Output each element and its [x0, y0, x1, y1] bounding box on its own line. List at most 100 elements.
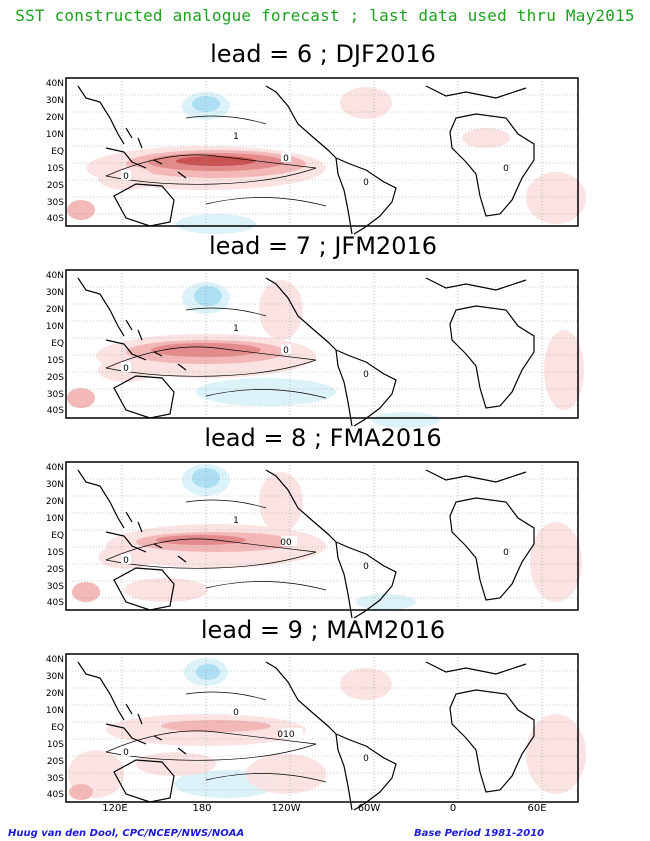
lon-tick-label: 60E: [527, 803, 547, 814]
contour-label: 0: [283, 346, 289, 356]
contour-line: [185, 115, 267, 125]
anomaly-region: [136, 752, 216, 776]
anomaly-region: [259, 280, 303, 340]
lat-tick-label: 40S: [46, 406, 64, 416]
anomaly-region: [356, 594, 416, 610]
anomaly-region: [69, 784, 93, 800]
anomaly-region: [176, 156, 256, 166]
coastline: [335, 349, 397, 427]
coastline: [335, 349, 353, 427]
contour-line: [185, 499, 267, 509]
contour-label-bg: [281, 152, 291, 162]
anomaly-region: [151, 343, 261, 357]
lat-tick-label: 30S: [46, 774, 64, 784]
coastline: [137, 329, 143, 341]
coastline: [77, 661, 125, 721]
contour-label-bg: [361, 560, 371, 570]
lat-tick-label: 30N: [45, 288, 64, 298]
coastline: [137, 137, 143, 149]
coastline: [113, 759, 175, 803]
coastline: [335, 733, 353, 811]
contour-label-bg: [121, 170, 131, 180]
contour-label-bg: [231, 514, 241, 524]
lat-tick-label: 40S: [46, 214, 64, 224]
lat-tick-label: 30N: [45, 96, 64, 106]
contour-label: 010: [277, 730, 294, 740]
lat-tick-label: 20N: [45, 113, 64, 123]
lat-tick-label: 30N: [45, 672, 64, 682]
lat-tick-label: EQ: [51, 531, 64, 541]
lat-tick-label: 40S: [46, 790, 64, 800]
contour-label-bg: [501, 162, 511, 172]
contour-label: 0: [283, 154, 289, 164]
contour-label: 0: [363, 754, 369, 764]
coastline: [153, 543, 163, 549]
lat-tick-label: 40N: [45, 655, 64, 665]
lat-tick-label: 10S: [46, 356, 64, 366]
lat-tick-label: 40N: [45, 79, 64, 89]
lat-tick-label: 20N: [45, 689, 64, 699]
lat-tick-label: 10S: [46, 548, 64, 558]
contour-label: 0: [503, 548, 509, 558]
anomaly-region: [526, 714, 586, 794]
contour-line: [185, 691, 267, 701]
contour-label-bg: [281, 344, 291, 354]
coastline: [113, 183, 175, 227]
contour-line: [105, 538, 317, 569]
lon-tick-label: 60W: [357, 803, 381, 814]
coastline: [125, 127, 133, 139]
contour-label-bg: [361, 368, 371, 378]
contour-label-bg: [121, 362, 131, 372]
panel-title-3: lead = 8 ; FMA2016: [204, 424, 442, 452]
panel-title-1: lead = 6 ; DJF2016: [210, 40, 436, 68]
contour-label: 1: [233, 516, 239, 526]
anomaly-region: [124, 578, 208, 602]
lat-tick-label: 40S: [46, 598, 64, 608]
anomaly-region: [72, 582, 100, 602]
coastline: [335, 733, 397, 811]
coastline: [425, 661, 527, 675]
anomaly-region: [176, 214, 256, 234]
anomaly-region: [530, 522, 582, 602]
contour-line: [205, 773, 327, 783]
sst-anomaly-map-lead-9: 010 0 0 0: [65, 653, 586, 811]
contour-label-bg: [231, 706, 241, 716]
anomaly-region: [192, 96, 220, 112]
lat-tick-label: 30S: [46, 198, 64, 208]
coastline: [113, 567, 175, 611]
contour-label: 0: [123, 172, 129, 182]
contour-label: 0: [123, 556, 129, 566]
lat-tick-label: 10N: [45, 130, 64, 140]
lat-tick-label: 10S: [46, 740, 64, 750]
contour-line: [205, 197, 327, 207]
contour-label-bg: [361, 752, 371, 762]
lat-tick-label: 40N: [45, 463, 64, 473]
coastline: [449, 497, 535, 601]
coastline: [449, 113, 535, 217]
coastline: [425, 277, 527, 291]
contour-label-bg: [231, 322, 241, 332]
contour-label: 0: [363, 370, 369, 380]
contour-label: 0: [363, 562, 369, 572]
coastline: [105, 339, 147, 361]
coastline: [113, 375, 175, 419]
coastline: [153, 351, 163, 357]
anomaly-region: [246, 754, 326, 794]
contour-line: [205, 389, 327, 399]
contour-label: 00: [280, 538, 292, 548]
coastline: [125, 319, 133, 331]
coastline: [265, 661, 337, 735]
lat-tick-label: 10N: [45, 322, 64, 332]
contour-label-bg: [121, 554, 131, 564]
coastline: [425, 85, 527, 99]
lat-tick-label: EQ: [51, 147, 64, 157]
contour-label-bg: [501, 546, 511, 556]
anomaly-region: [259, 472, 303, 532]
contour-label: 0: [503, 164, 509, 174]
coastline: [137, 713, 143, 725]
lat-tick-label: 20S: [46, 181, 64, 191]
anomaly-region: [340, 87, 392, 119]
anomaly-region: [544, 330, 584, 410]
lat-tick-label: 20S: [46, 757, 64, 767]
coastline: [177, 555, 187, 563]
